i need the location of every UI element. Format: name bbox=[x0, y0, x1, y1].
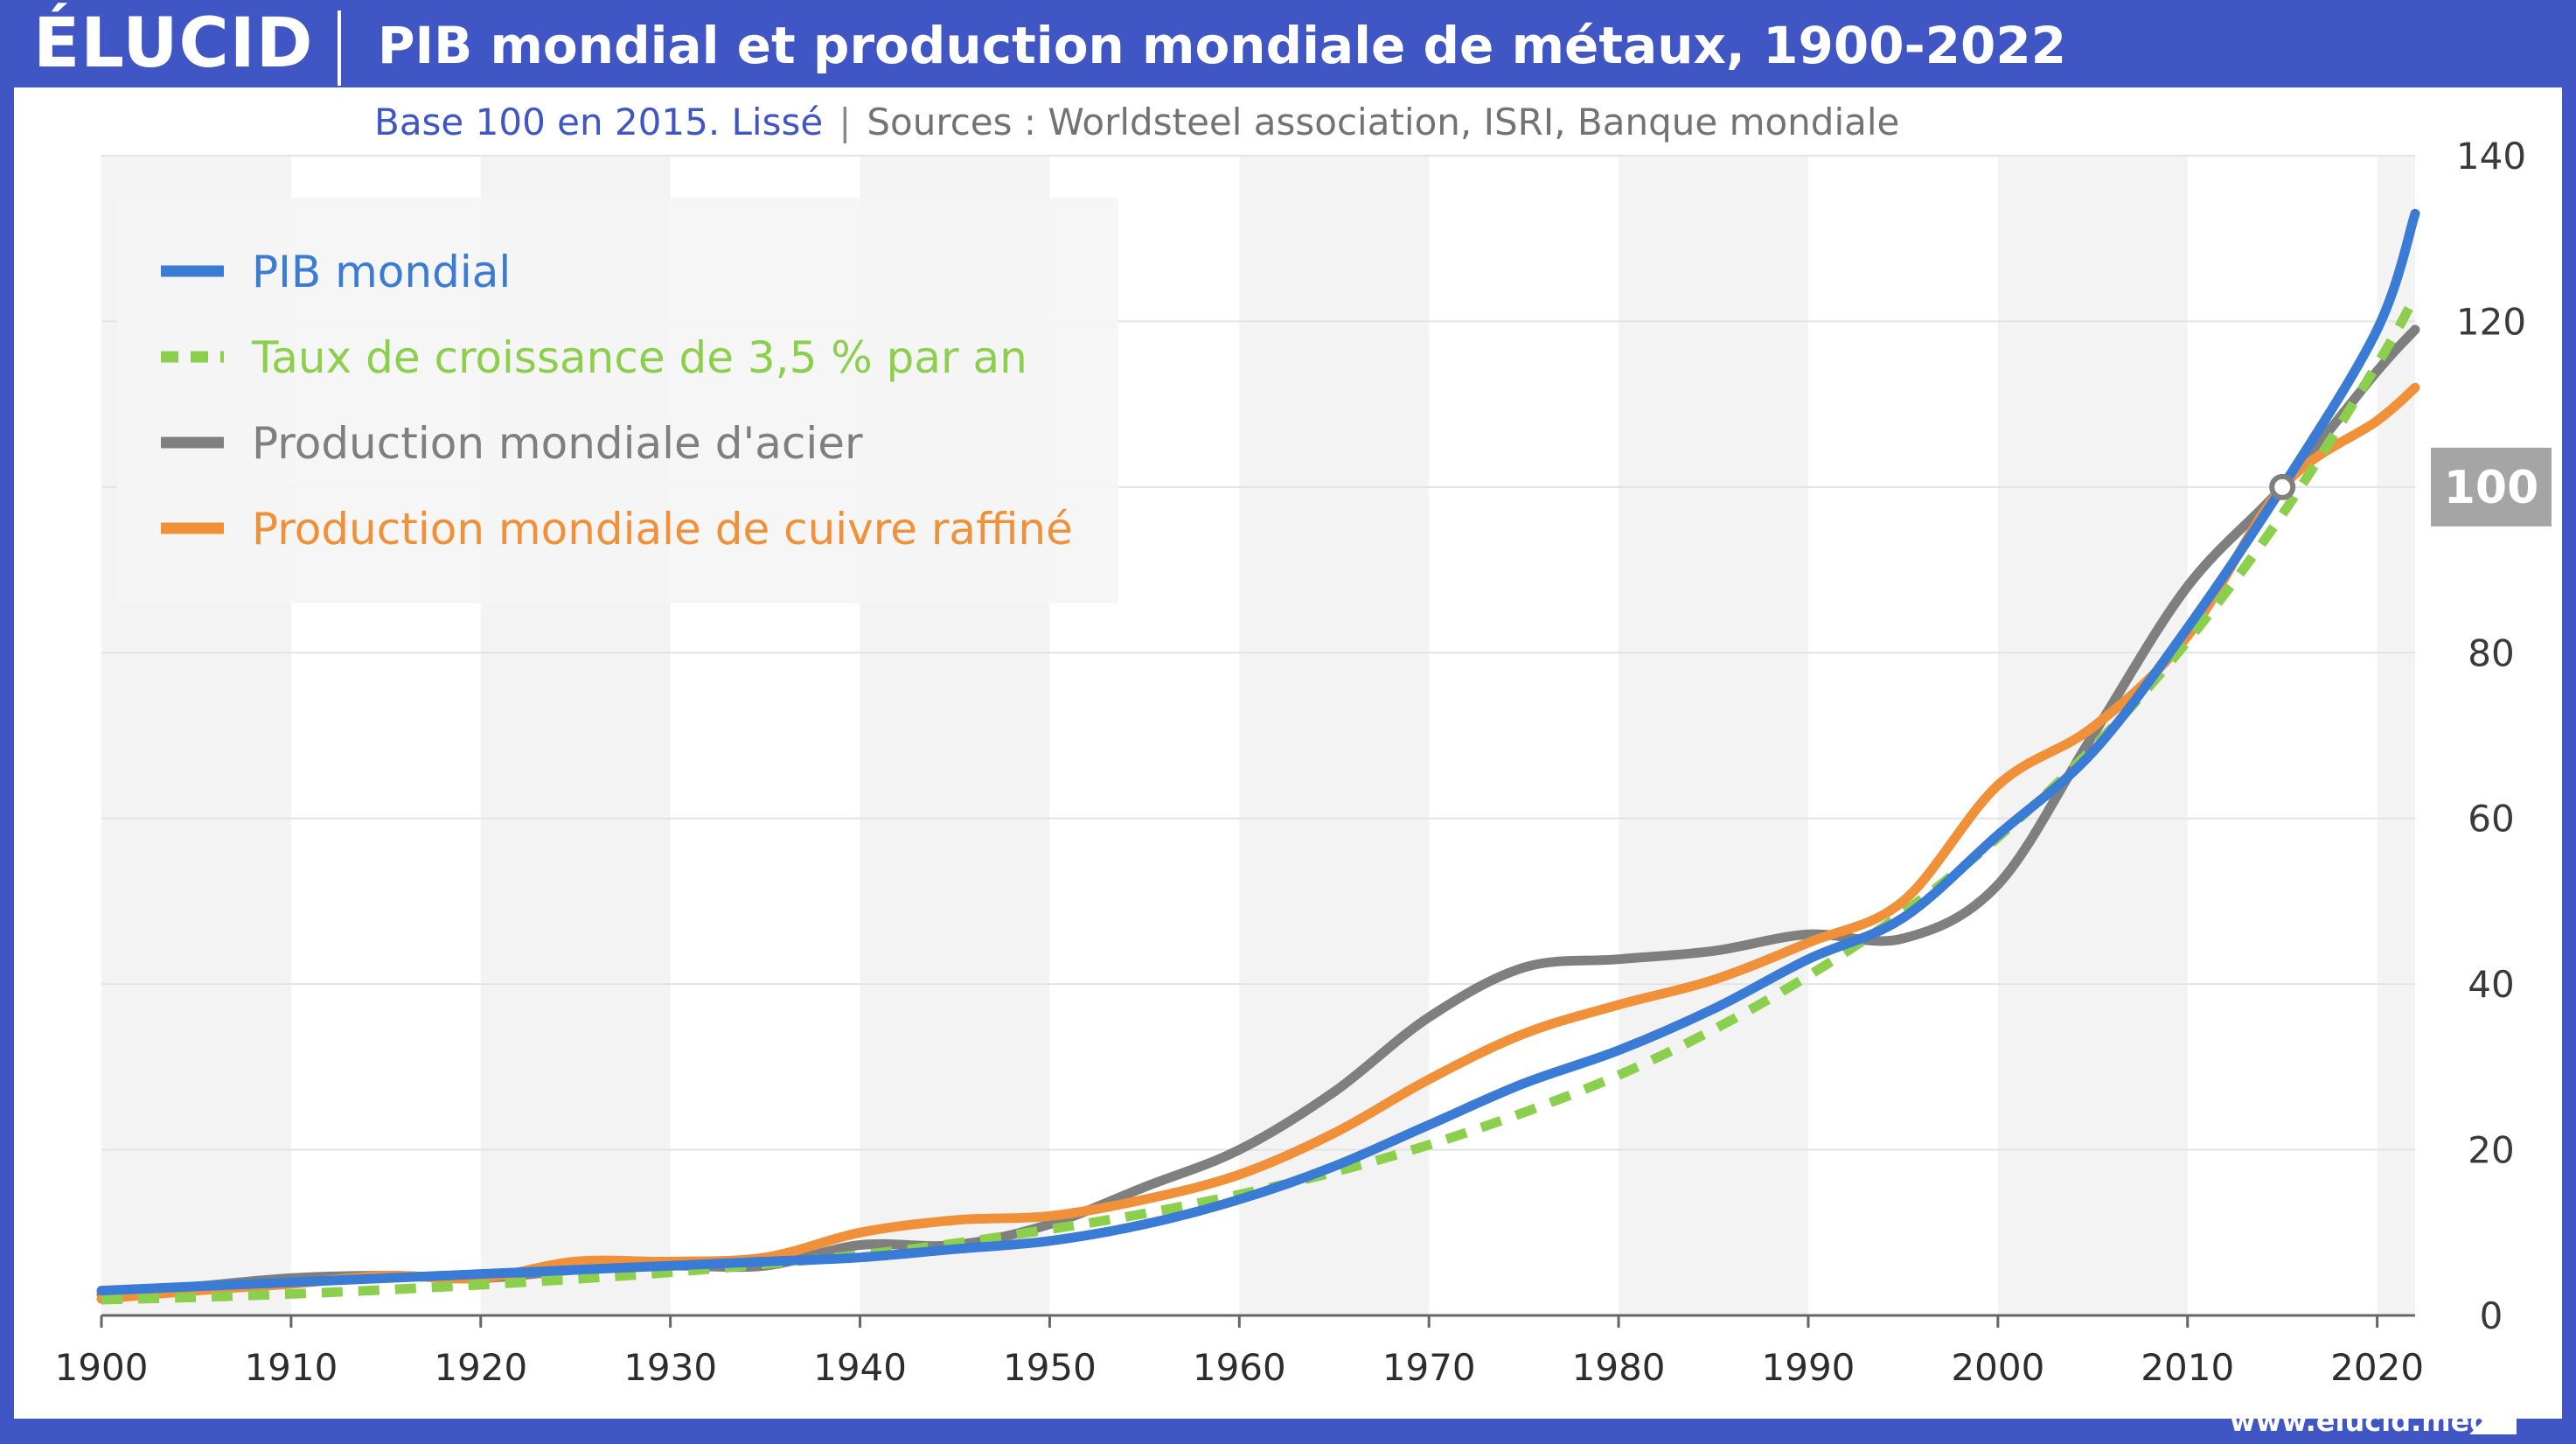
legend-label: Production mondiale de cuivre raffiné bbox=[252, 504, 1073, 555]
reference-label: 100 bbox=[2444, 462, 2539, 514]
x-tick-label: 1940 bbox=[813, 1346, 907, 1389]
y-tick-label: 120 bbox=[2456, 300, 2526, 343]
y-tick-label: 40 bbox=[2468, 963, 2514, 1006]
legend-box bbox=[117, 198, 1118, 603]
reference-badge bbox=[2431, 447, 2552, 527]
header-bar: ÉLUCID PIB mondial et production mondial… bbox=[0, 0, 2576, 87]
chart-title: PIB mondial et production mondiale de mé… bbox=[378, 16, 2067, 75]
y-tick-label: 0 bbox=[2480, 1294, 2503, 1337]
x-tick-label: 2020 bbox=[2330, 1346, 2424, 1389]
chart-subtitle: Base 100 en 2015. Lissé | Sources : Worlds… bbox=[374, 96, 1899, 149]
x-tick-label: 1980 bbox=[1572, 1346, 1666, 1389]
legend-label: Taux de croissance de 3,5 % par an bbox=[251, 332, 1027, 383]
x-tick-label: 1990 bbox=[1762, 1346, 1855, 1389]
series-layer bbox=[96, 208, 2420, 1305]
subtitle-separator: | bbox=[839, 101, 852, 143]
x-tick-label: 1970 bbox=[1382, 1346, 1476, 1389]
reference-point bbox=[2269, 473, 2296, 500]
y-tick-label: 80 bbox=[2468, 631, 2514, 674]
elucid-logo: ÉLUCID bbox=[33, 4, 314, 83]
y-tick-label: 140 bbox=[2456, 135, 2526, 178]
x-tick-label: 2000 bbox=[1951, 1346, 2044, 1389]
legend-label: PIB mondial bbox=[252, 247, 511, 297]
footer-url: www.elucid.media bbox=[2230, 1405, 2518, 1438]
header-divider bbox=[338, 10, 341, 86]
x-tick-label: 1960 bbox=[1193, 1346, 1286, 1389]
decade-band bbox=[1239, 156, 1430, 1315]
legend: PIB mondial Taux de croissance de 3,5 % p… bbox=[117, 198, 1118, 603]
x-tick-label: 1900 bbox=[55, 1346, 149, 1389]
y-tick-label: 60 bbox=[2468, 798, 2514, 841]
reference-marker: 100 bbox=[2269, 447, 2552, 527]
x-tick-label: 1930 bbox=[623, 1346, 717, 1389]
subtitle-base: Base 100 en 2015. Lissé bbox=[374, 101, 824, 143]
series-line bbox=[96, 208, 2420, 1296]
x-tick-label: 1910 bbox=[244, 1346, 338, 1389]
axes: 0 20 40 60 80 120 140 1900 1910 1920 1930 1940 1950 1… bbox=[55, 135, 2527, 1389]
subtitle-sources: Sources : Worldsteel association, ISRI, … bbox=[867, 101, 1900, 143]
y-tick-label: 20 bbox=[2468, 1129, 2514, 1172]
x-tick-label: 1950 bbox=[1003, 1346, 1097, 1389]
legend-label: Production mondiale d'acier bbox=[252, 418, 863, 469]
x-tick-label: 2010 bbox=[2141, 1346, 2234, 1389]
decade-band bbox=[1619, 156, 1808, 1315]
elucid-corner-mark-icon bbox=[2469, 1387, 2517, 1434]
x-tick-label: 1920 bbox=[434, 1346, 527, 1389]
